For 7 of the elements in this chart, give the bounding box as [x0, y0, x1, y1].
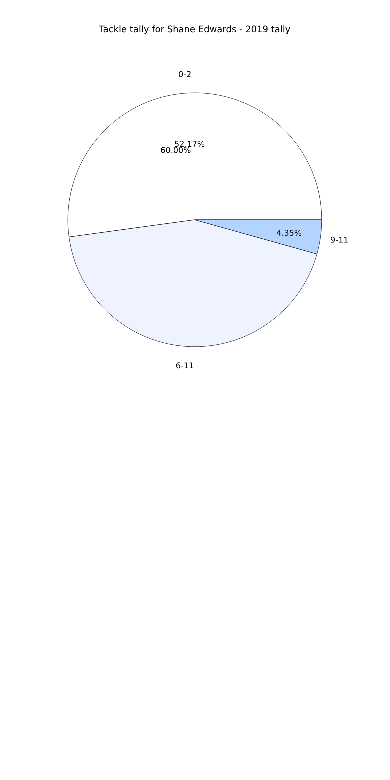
text: 60.00% [161, 147, 191, 154]
data-label: 52.17% [175, 140, 205, 148]
slice-label: 6-11 [176, 362, 194, 369]
chart-title: Tackle tally for Shane Edwards - 2019 tally [99, 26, 290, 34]
slice-label: 9-11 [331, 236, 348, 243]
data-label: 4.35% [276, 230, 302, 236]
slice-label: 0-2 [179, 71, 191, 78]
